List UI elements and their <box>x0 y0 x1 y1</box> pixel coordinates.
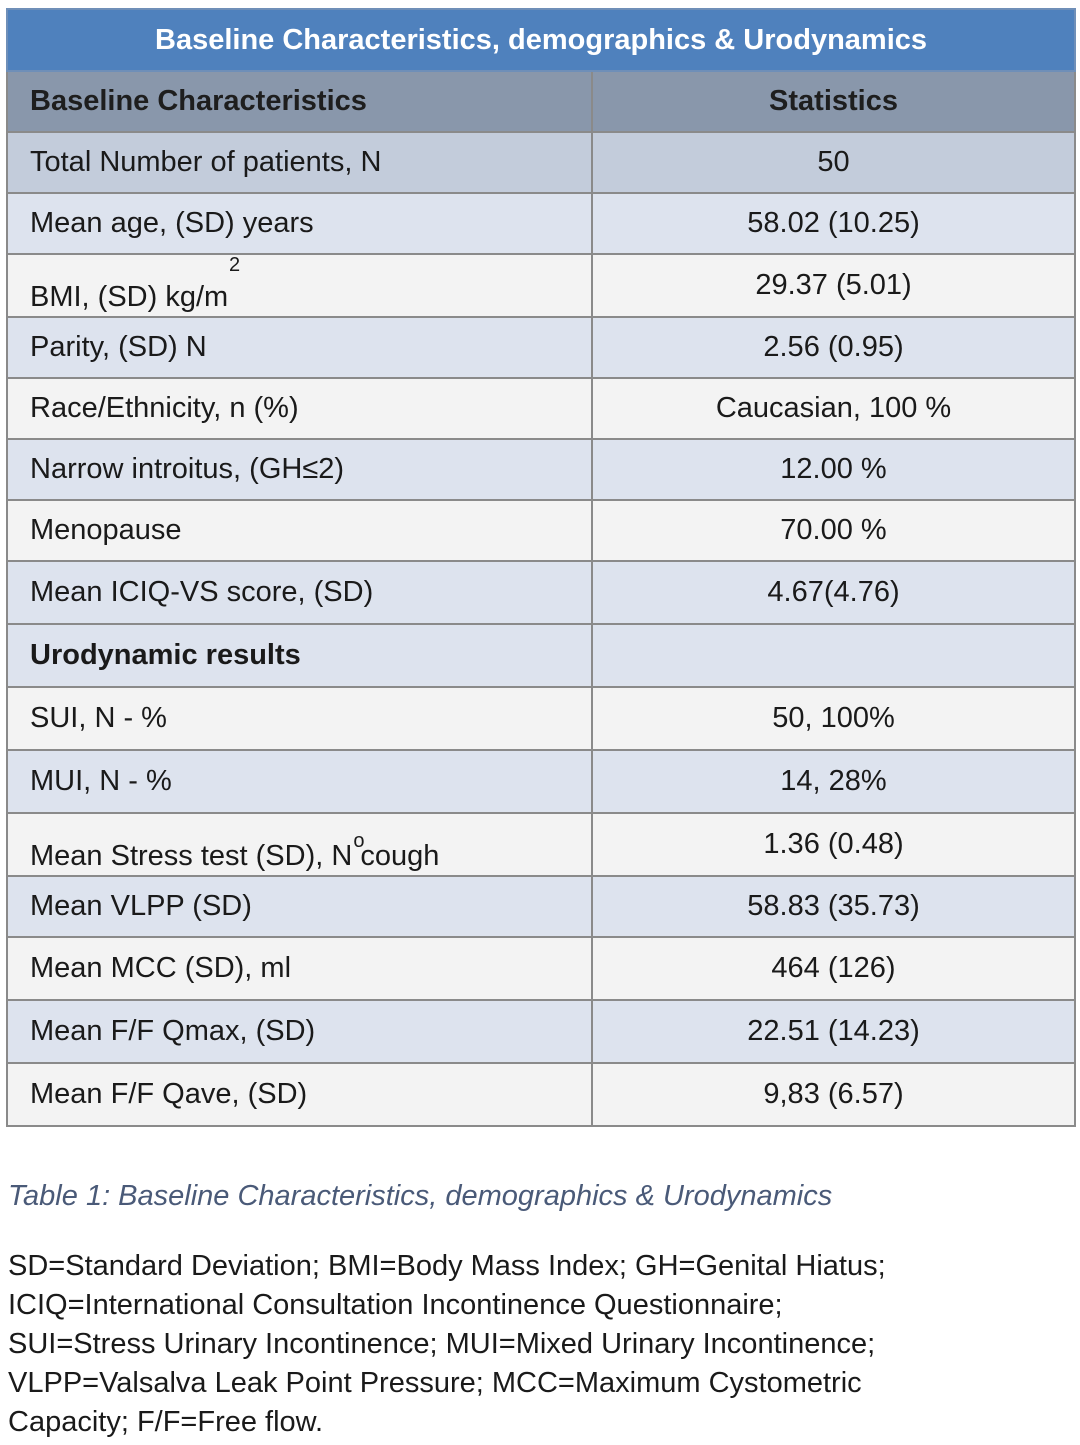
column-header-statistics: Statistics <box>590 70 1077 133</box>
table-row: Parity, (SD) N 2.56 (0.95) <box>6 316 1077 379</box>
row-label: BMI, (SD) kg/m 2 <box>6 253 593 318</box>
table-row: BMI, (SD) kg/m 2 29.37 (5.01) <box>6 253 1077 318</box>
row-label: MUI, N - % <box>6 749 593 814</box>
table-row: Mean VLPP (SD) 58.83 (35.73) <box>6 875 1077 938</box>
row-value: 22.51 (14.23) <box>590 999 1077 1064</box>
row-value: 50, 100% <box>590 686 1077 751</box>
row-value: 9,83 (6.57) <box>590 1062 1077 1127</box>
row-value: 50 <box>590 131 1077 194</box>
note-line: ICIQ=International Consultation Incontin… <box>8 1289 783 1321</box>
row-label: Race/Ethnicity, n (%) <box>6 377 593 440</box>
stress-label-pre: Mean Stress test (SD), N <box>30 840 353 872</box>
row-label: Mean MCC (SD), ml <box>6 936 593 1001</box>
table-row: Mean F/F Qmax, (SD) 22.51 (14.23) <box>6 999 1077 1064</box>
abbreviation-notes: SD=Standard Deviation; BMI=Body Mass Ind… <box>8 1247 1068 1442</box>
row-label: Narrow introitus, (GH≤2) <box>6 438 593 501</box>
table-row: Total Number of patients, N 50 <box>6 131 1077 194</box>
stress-superscript: o <box>353 830 365 852</box>
row-value: 29.37 (5.01) <box>590 253 1077 318</box>
row-value: 1.36 (0.48) <box>590 812 1077 877</box>
row-label: Mean VLPP (SD) <box>6 875 593 938</box>
stress-label-post: cough <box>352 840 440 872</box>
table-section-row: Urodynamic results <box>6 623 1077 688</box>
row-value: 2.56 (0.95) <box>590 316 1077 379</box>
table-row: Mean MCC (SD), ml 464 (126) <box>6 936 1077 1001</box>
table-row: Mean age, (SD) years 58.02 (10.25) <box>6 192 1077 255</box>
note-line: SUI=Stress Urinary Incontinence; MUI=Mix… <box>8 1328 876 1360</box>
bmi-label-text: BMI, (SD) kg/m <box>30 281 229 313</box>
row-label: Mean age, (SD) years <box>6 192 593 255</box>
baseline-table: Baseline Characteristics, demographics &… <box>5 8 1077 1127</box>
note-line: SD=Standard Deviation; BMI=Body Mass Ind… <box>8 1250 886 1282</box>
row-value: 464 (126) <box>590 936 1077 1001</box>
row-label: Mean F/F Qave, (SD) <box>6 1062 593 1127</box>
row-value: 58.83 (35.73) <box>590 875 1077 938</box>
row-label: Menopause <box>6 499 593 562</box>
table-row: MUI, N - % 14, 28% <box>6 749 1077 814</box>
note-line: VLPP=Valsalva Leak Point Pressure; MCC=M… <box>8 1367 862 1399</box>
table-row: Mean F/F Qave, (SD) 9,83 (6.57) <box>6 1062 1077 1127</box>
table-row: SUI, N - % 50, 100% <box>6 686 1077 751</box>
row-value: 12.00 % <box>590 438 1077 501</box>
table-header-row: Baseline Characteristics Statistics <box>6 70 1077 133</box>
table-title-row: Baseline Characteristics, demographics &… <box>5 8 1077 72</box>
row-label: Mean F/F Qmax, (SD) <box>6 999 593 1064</box>
row-label: Parity, (SD) N <box>6 316 593 379</box>
table-row: Race/Ethnicity, n (%) Caucasian, 100 % <box>6 377 1077 440</box>
row-label: Total Number of patients, N <box>6 131 593 194</box>
section-label: Urodynamic results <box>6 623 593 688</box>
table-row: Mean ICIQ-VS score, (SD) 4.67(4.76) <box>6 560 1077 625</box>
bmi-label: BMI, (SD) kg/m 2 <box>30 255 240 313</box>
row-label: SUI, N - % <box>6 686 593 751</box>
row-label: Mean ICIQ-VS score, (SD) <box>6 560 593 625</box>
row-value: Caucasian, 100 % <box>590 377 1077 440</box>
bmi-superscript: 2 <box>229 254 241 276</box>
row-value: 70.00 % <box>590 499 1077 562</box>
table-row: Narrow introitus, (GH≤2) 12.00 % <box>6 438 1077 501</box>
row-value <box>590 623 1077 688</box>
row-value: 58.02 (10.25) <box>590 192 1077 255</box>
row-value: 14, 28% <box>590 749 1077 814</box>
table-caption: Table 1: Baseline Characteristics, demog… <box>8 1180 833 1212</box>
note-line: Capacity; F/F=Free flow. <box>8 1406 324 1438</box>
table-title: Baseline Characteristics, demographics &… <box>5 8 1077 72</box>
column-header-characteristics: Baseline Characteristics <box>6 70 593 133</box>
table-row: Menopause 70.00 % <box>6 499 1077 562</box>
row-value: 4.67(4.76) <box>590 560 1077 625</box>
